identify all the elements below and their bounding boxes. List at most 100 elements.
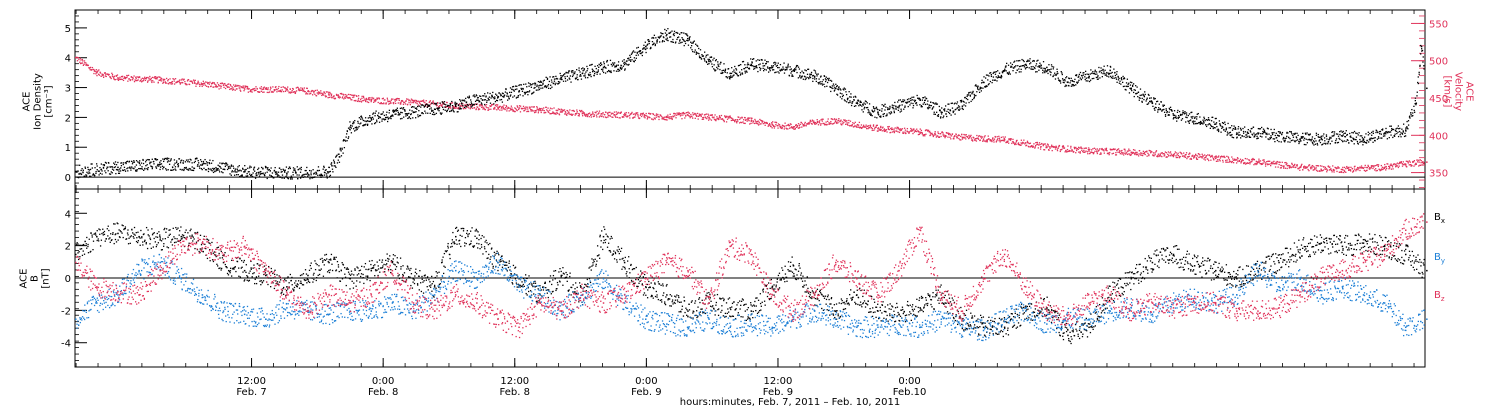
data-point bbox=[355, 126, 358, 128]
data-point bbox=[439, 104, 442, 106]
data-point bbox=[118, 78, 120, 80]
data-point bbox=[961, 136, 964, 139]
data-point bbox=[579, 73, 582, 76]
data-point bbox=[866, 106, 869, 109]
data-point bbox=[230, 85, 232, 87]
data-point bbox=[652, 112, 654, 115]
data-point bbox=[564, 77, 567, 80]
data-point bbox=[861, 127, 863, 130]
data-point bbox=[1022, 142, 1025, 144]
data-point bbox=[296, 166, 298, 168]
data-point bbox=[147, 80, 149, 82]
data-point bbox=[1380, 168, 1383, 170]
data-point bbox=[292, 171, 294, 173]
data-point bbox=[834, 87, 836, 89]
data-point bbox=[556, 112, 558, 115]
data-point bbox=[520, 87, 522, 90]
data-point bbox=[1276, 163, 1278, 165]
data-point bbox=[386, 97, 388, 99]
data-point bbox=[1003, 140, 1005, 142]
data-point bbox=[170, 158, 172, 160]
data-point bbox=[664, 28, 666, 31]
data-point bbox=[1254, 162, 1256, 165]
data-point bbox=[501, 92, 504, 94]
data-point bbox=[120, 78, 122, 80]
data-point bbox=[1325, 168, 1328, 170]
data-point bbox=[417, 105, 419, 108]
data-point bbox=[910, 99, 912, 102]
data-point bbox=[598, 63, 600, 66]
data-point bbox=[642, 47, 644, 50]
data-point bbox=[277, 171, 280, 173]
data-point bbox=[416, 102, 418, 105]
data-point bbox=[1315, 167, 1317, 169]
data-point bbox=[413, 106, 415, 108]
data-point bbox=[862, 124, 865, 126]
data-point bbox=[576, 68, 578, 71]
data-point bbox=[716, 118, 718, 120]
data-point bbox=[688, 37, 691, 39]
data-point bbox=[883, 129, 885, 131]
data-point bbox=[549, 109, 551, 111]
data-point bbox=[754, 118, 756, 121]
data-point bbox=[1184, 155, 1186, 157]
data-point bbox=[352, 94, 354, 96]
data-point bbox=[686, 33, 688, 35]
data-point bbox=[853, 125, 855, 128]
series-#e0325a bbox=[75, 56, 1428, 174]
data-point bbox=[252, 88, 255, 90]
data-point bbox=[316, 89, 318, 91]
data-point bbox=[1157, 153, 1160, 155]
data-point bbox=[572, 113, 574, 116]
data-point bbox=[481, 103, 483, 105]
data-point bbox=[1063, 147, 1066, 149]
data-point bbox=[846, 101, 848, 103]
data-point bbox=[854, 125, 856, 127]
data-point bbox=[162, 158, 164, 160]
data-point bbox=[538, 85, 540, 87]
data-point bbox=[1081, 147, 1083, 150]
data-point bbox=[710, 114, 712, 116]
data-point bbox=[351, 125, 353, 127]
data-point bbox=[194, 82, 196, 84]
data-point bbox=[1025, 144, 1028, 146]
data-point bbox=[1211, 154, 1213, 157]
data-point bbox=[155, 158, 157, 160]
data-point bbox=[355, 99, 357, 102]
data-point bbox=[291, 87, 294, 90]
data-point bbox=[1409, 161, 1411, 163]
data-point bbox=[623, 114, 626, 116]
data-point bbox=[495, 93, 497, 95]
data-point bbox=[239, 89, 241, 91]
data-point bbox=[236, 171, 238, 173]
data-point bbox=[934, 134, 937, 136]
data-point bbox=[578, 67, 580, 69]
data-point bbox=[231, 86, 233, 88]
data-point bbox=[595, 112, 597, 114]
data-point bbox=[833, 118, 836, 120]
data-point bbox=[179, 81, 181, 84]
data-point bbox=[806, 73, 809, 75]
data-point bbox=[1319, 170, 1321, 172]
y-right-tick-label: 400 bbox=[1429, 131, 1448, 142]
data-point bbox=[609, 59, 612, 62]
data-point bbox=[438, 107, 441, 109]
data-point bbox=[159, 161, 161, 163]
data-point bbox=[1047, 145, 1049, 147]
data-point bbox=[299, 89, 301, 91]
data-point bbox=[878, 114, 880, 116]
data-point bbox=[714, 60, 717, 62]
data-point bbox=[1399, 162, 1401, 164]
data-point bbox=[139, 80, 141, 82]
data-point bbox=[793, 70, 796, 72]
data-point bbox=[1014, 142, 1017, 144]
data-point bbox=[926, 103, 928, 105]
data-point bbox=[407, 113, 409, 115]
data-point bbox=[506, 95, 508, 97]
data-point bbox=[592, 115, 595, 118]
data-point bbox=[519, 94, 521, 96]
data-point bbox=[564, 111, 566, 113]
data-point bbox=[1085, 150, 1087, 152]
data-point bbox=[487, 97, 489, 100]
data-point bbox=[132, 167, 134, 169]
